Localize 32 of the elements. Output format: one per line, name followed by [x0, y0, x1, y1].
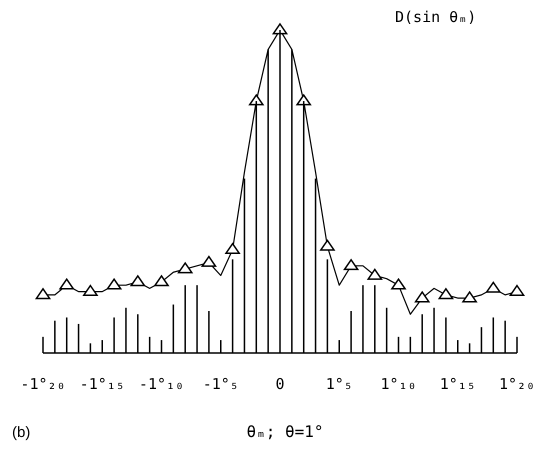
- point: [296, 94, 312, 106]
- point: [344, 259, 358, 270]
- point: [248, 94, 264, 106]
- x-tick-label: 0: [275, 375, 285, 393]
- point: [320, 240, 335, 251]
- point: [154, 275, 169, 286]
- x-tick-label: -1°₁₅: [80, 375, 125, 393]
- point: [202, 256, 216, 267]
- point: [130, 275, 146, 286]
- text: (b): [12, 424, 30, 441]
- point: [510, 284, 524, 296]
- x-axis-title: θₘ; θ=1°: [246, 422, 324, 441]
- point: [391, 278, 406, 290]
- point: [36, 288, 50, 300]
- point: [462, 291, 477, 302]
- x-tick-label: 1°₂₀: [498, 375, 536, 393]
- point: [178, 262, 193, 274]
- point: [59, 278, 74, 290]
- y-axis-title: D(sin θₘ): [395, 8, 476, 26]
- point: [414, 291, 430, 302]
- point: [83, 284, 98, 296]
- x-tick-label: 1°₅: [326, 375, 353, 393]
- x-tick-label: -1°₁₀: [138, 375, 184, 393]
- point: [225, 242, 240, 254]
- x-tick-label: 1°₁₅: [440, 375, 476, 393]
- point: [438, 288, 454, 300]
- x-tick-label: -1°₅: [202, 375, 239, 393]
- x-tick-label: 1°₁₀: [380, 375, 417, 393]
- point: [106, 278, 122, 290]
- point: [367, 268, 382, 280]
- x-tick-label: -1°₂₀: [20, 375, 66, 393]
- point: [486, 282, 501, 293]
